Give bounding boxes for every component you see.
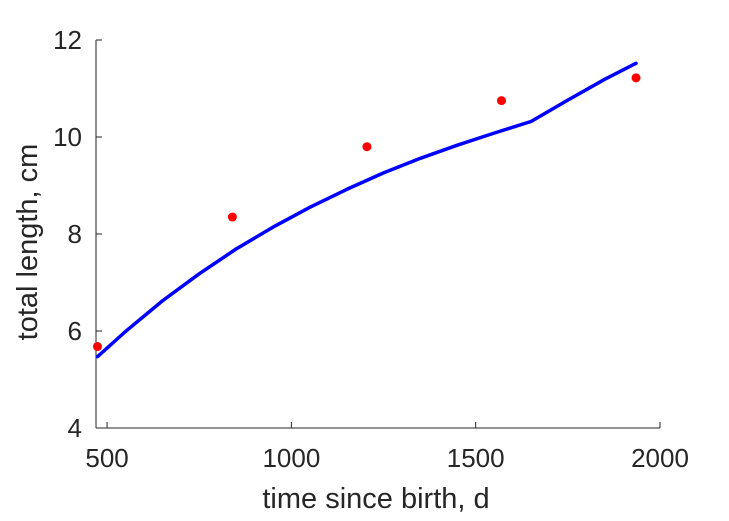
y-tick-label: 12 <box>53 25 82 55</box>
data-point <box>631 73 641 83</box>
data-point <box>496 96 506 106</box>
x-tick-label: 500 <box>85 443 128 473</box>
y-tick-label: 6 <box>68 316 82 346</box>
data-point <box>227 212 237 222</box>
y-tick-label: 4 <box>68 413 82 443</box>
x-tick-label: 2000 <box>631 443 689 473</box>
data-point <box>362 142 372 152</box>
x-tick-label: 1500 <box>447 443 505 473</box>
y-tick-label: 8 <box>68 219 82 249</box>
axes <box>95 40 660 429</box>
x-ticks: 500 1000 1500 2000 <box>85 422 689 473</box>
fit-curve <box>95 61 638 359</box>
series <box>92 61 641 359</box>
data-point <box>92 342 102 352</box>
x-tick-label: 1000 <box>262 443 320 473</box>
y-axis-title: total length, cm <box>12 144 44 341</box>
y-ticks: 4 6 8 10 12 <box>53 25 102 443</box>
x-axis-title: time since birth, d <box>262 483 489 515</box>
y-tick-label: 10 <box>53 122 82 152</box>
